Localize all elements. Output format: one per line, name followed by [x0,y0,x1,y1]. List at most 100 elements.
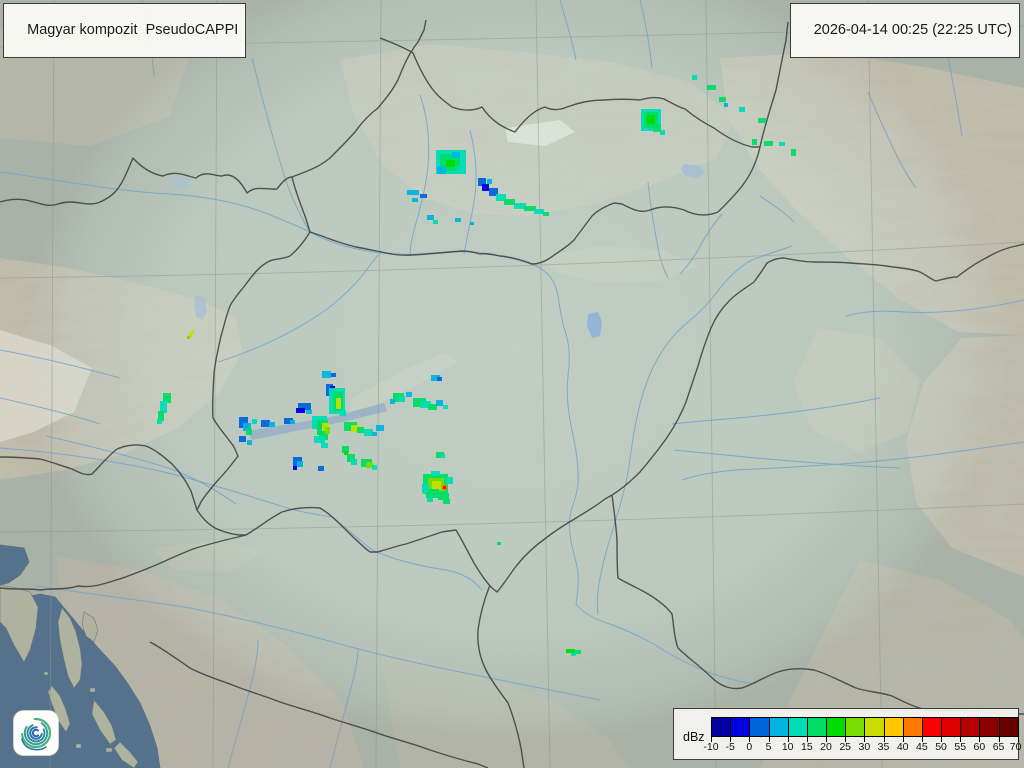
radar-echo-cell [390,399,395,404]
radar-echo-cell [319,431,328,440]
radar-echo-cell [791,149,796,156]
product-label: Magyar kompozit PseudoCAPPI [3,3,247,58]
colorbar-tick-label: 65 [992,741,1005,753]
radar-coverage-circle [24,0,1008,745]
radar-echo-cell [157,419,162,424]
radar-echo-cell [543,212,549,216]
colorbar-cell [749,718,769,736]
colorbar-tick [730,737,732,742]
radar-echo-cell [321,443,328,448]
radar-echo-cell [433,220,438,224]
radar-echo-cell [243,423,251,431]
radar-echo-cell [269,422,275,427]
radar-echo-cell [252,419,257,424]
radar-echo-cell [443,499,450,504]
colorbar-tick [941,737,943,742]
colorbar-cell [711,718,731,736]
radar-echo-cell [163,393,171,403]
radar-echo-cell [764,141,773,146]
lake-neusiedl [194,295,207,320]
radar-echo-cell [298,403,311,410]
colorbar-tick [979,737,981,742]
radar-echo-cell [366,462,373,468]
colorbar-tick-label: 45 [916,741,928,753]
radar-echo-cell [407,190,419,195]
colorbar-cell-divider [711,717,712,737]
radar-echo-cell [325,427,330,434]
colorbar-cell [730,718,750,736]
colorbar-cell-divider [768,717,770,737]
colorbar-tick-label: 10 [781,741,794,753]
radar-echo-cell [189,333,192,337]
radar-echo-cell [452,152,460,158]
colorbar-cell [883,718,904,736]
radar-echo-cell [246,429,252,435]
radar-echo-cell [443,486,446,489]
colorbar-cell-divider [730,717,732,737]
radar-echo-cell [724,103,728,107]
radar-echo-cell [566,649,575,653]
radar-echo-cell [438,493,449,500]
colorbar-unit-label: dBz [683,730,705,744]
radar-echo-cell [239,417,248,428]
radar-echo-cell [412,198,418,202]
radar-echo-cell [487,179,492,184]
radar-echo-cell [752,139,757,145]
colorbar-cell [998,718,1019,736]
colorbar-tick [845,737,847,742]
hungaromet-logo [13,710,59,756]
radar-echo-cell [422,484,429,493]
colorbar-cell-divider [826,717,828,737]
colorbar-tick-label: -5 [725,741,735,753]
radar-echo-cell [432,481,441,490]
radar-echo-cell [426,489,439,498]
radar-echo-cell [470,222,474,225]
colorbar-legend: dBz -10 -5 0 5 10 15 20 25 30 35 40 45 50 55 60 65 70 [673,708,1021,760]
radar-echo-cell [660,130,665,135]
radar-echo-cell [719,97,726,102]
river-tisza [596,245,793,615]
radar-echo-cell [441,454,445,458]
colorbar-cell [826,718,846,736]
radar-echo-cell [478,178,486,186]
radar-echo-cell [314,436,325,443]
radar-echo-cell [351,459,357,465]
radar-echo-cell [436,400,443,406]
radar-echo-cell [318,466,324,471]
radar-echo-cell [457,166,463,171]
radar-echo-cell [431,375,440,381]
colorbar-cell-divider [998,717,1000,737]
colorbar-cell-divider [749,717,751,737]
radar-echo-cell [344,422,357,431]
radar-echo-cell [284,418,293,424]
colorbar-cell-divider [845,717,847,737]
colorbar-tick [960,737,962,742]
colorbar-cell-divider [902,717,904,737]
radar-echo-cell [446,160,455,167]
colorbar-tick-label: 20 [820,741,832,753]
radar-echo-cell [160,401,167,413]
radar-echo-cell [427,498,433,502]
radar-echo-cell [261,420,270,427]
colorbar-cell [902,718,923,736]
radar-echo-cell [758,118,766,123]
spiral-logo-icon [13,710,59,756]
colorbar-cell-divider [1017,717,1019,737]
radar-echo-cell [692,75,697,80]
colorbar-cell-divider [883,717,885,737]
radar-echo-layer [157,75,796,656]
colorbar-tick [787,737,789,742]
radar-echo-cell [247,440,252,445]
radar-echo-cell [158,411,164,421]
colorbar-tick [711,737,712,742]
colorbar-cell [979,718,1000,736]
radar-echo-cell [437,377,442,381]
colorbar-cell-divider [806,717,808,737]
lake-tisza [587,312,602,338]
colorbar-tick-label: -10 [703,741,719,753]
river-sava [35,585,601,701]
river-drava [0,447,483,591]
radar-echo-cell [437,166,446,174]
